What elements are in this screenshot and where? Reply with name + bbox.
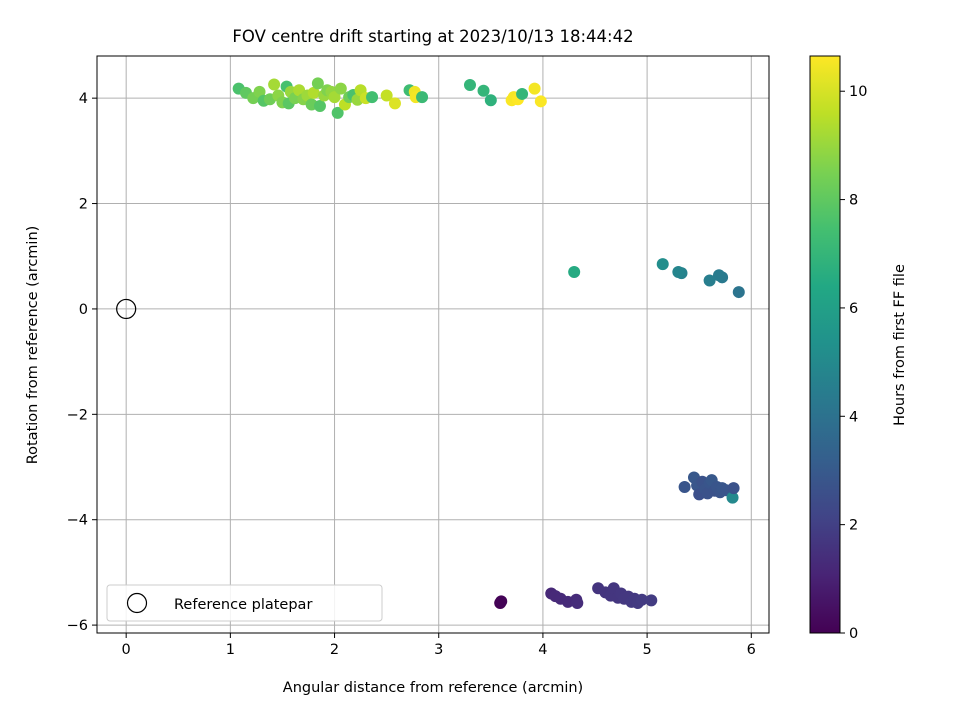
data-point xyxy=(311,77,324,90)
legend-label: Reference platepar xyxy=(174,597,312,613)
legend-marker xyxy=(126,592,148,614)
data-point xyxy=(516,87,529,100)
data-point xyxy=(732,286,745,299)
colorbar xyxy=(809,55,841,634)
data-point xyxy=(463,78,476,91)
colorbar-tick-label: 4 xyxy=(849,409,858,425)
data-point xyxy=(727,482,740,495)
y-tick-label: −4 xyxy=(67,513,88,529)
reference-marker-group xyxy=(116,298,137,320)
data-point xyxy=(253,85,266,98)
x-tick-label: 0 xyxy=(122,642,131,658)
data-point xyxy=(328,91,341,104)
x-tick-label: 5 xyxy=(642,642,651,658)
data-point xyxy=(416,91,429,104)
data-point xyxy=(388,97,401,110)
x-tick-label: 6 xyxy=(747,642,756,658)
y-tick-label: 4 xyxy=(79,91,88,107)
x-axis-label: Angular distance from reference (arcmin) xyxy=(283,680,583,696)
x-tick-label: 4 xyxy=(538,642,547,658)
data-point xyxy=(307,86,320,99)
colorbar-tick-label: 0 xyxy=(849,626,858,642)
y-axis-label: Rotation from reference (arcmin) xyxy=(25,226,41,465)
colorbar-tick-label: 8 xyxy=(849,193,858,209)
reference-marker xyxy=(116,298,137,320)
x-tick-label: 3 xyxy=(434,642,443,658)
y-tick-label: 0 xyxy=(79,302,88,318)
data-point xyxy=(645,594,658,607)
y-tick-label: 2 xyxy=(79,197,88,213)
data-point xyxy=(712,269,725,282)
grid-lines xyxy=(97,56,769,633)
x-tick-label: 1 xyxy=(226,642,235,658)
data-point xyxy=(656,258,669,271)
data-point xyxy=(484,94,497,107)
data-point xyxy=(268,78,281,91)
chart-title: FOV centre drift starting at 2023/10/13 … xyxy=(232,27,633,46)
legend: Reference platepar xyxy=(106,584,383,622)
data-point xyxy=(331,106,344,119)
legend-box xyxy=(106,584,383,622)
y-tick-label: −2 xyxy=(67,407,88,423)
data-point xyxy=(334,82,347,95)
data-point xyxy=(726,491,739,504)
y-tick-label: −6 xyxy=(67,618,88,634)
data-point xyxy=(678,481,691,494)
x-axis-ticks: 0 1 2 3 4 5 6 xyxy=(122,633,756,658)
data-point xyxy=(568,266,581,279)
data-point xyxy=(672,266,685,279)
data-point xyxy=(495,595,508,608)
y-axis-ticks: −6 −4 −2 0 2 4 xyxy=(67,91,97,634)
data-point xyxy=(571,596,584,609)
plot-frame xyxy=(96,55,770,634)
data-point xyxy=(635,593,648,606)
data-point xyxy=(313,100,326,113)
colorbar-label: Hours from first FF file xyxy=(892,264,908,426)
data-point xyxy=(703,274,716,287)
colorbar-tick-label: 2 xyxy=(849,518,858,534)
data-point xyxy=(528,82,541,95)
x-tick-label: 2 xyxy=(330,642,339,658)
data-point xyxy=(380,89,393,102)
data-point xyxy=(477,84,490,97)
colorbar-tick-label: 6 xyxy=(849,301,858,317)
data-point xyxy=(366,91,379,104)
data-point xyxy=(534,95,547,108)
data-points xyxy=(232,77,745,609)
colorbar-tick-label: 10 xyxy=(849,84,867,100)
colorbar-ticks: 0 2 4 6 8 10 xyxy=(840,84,867,642)
